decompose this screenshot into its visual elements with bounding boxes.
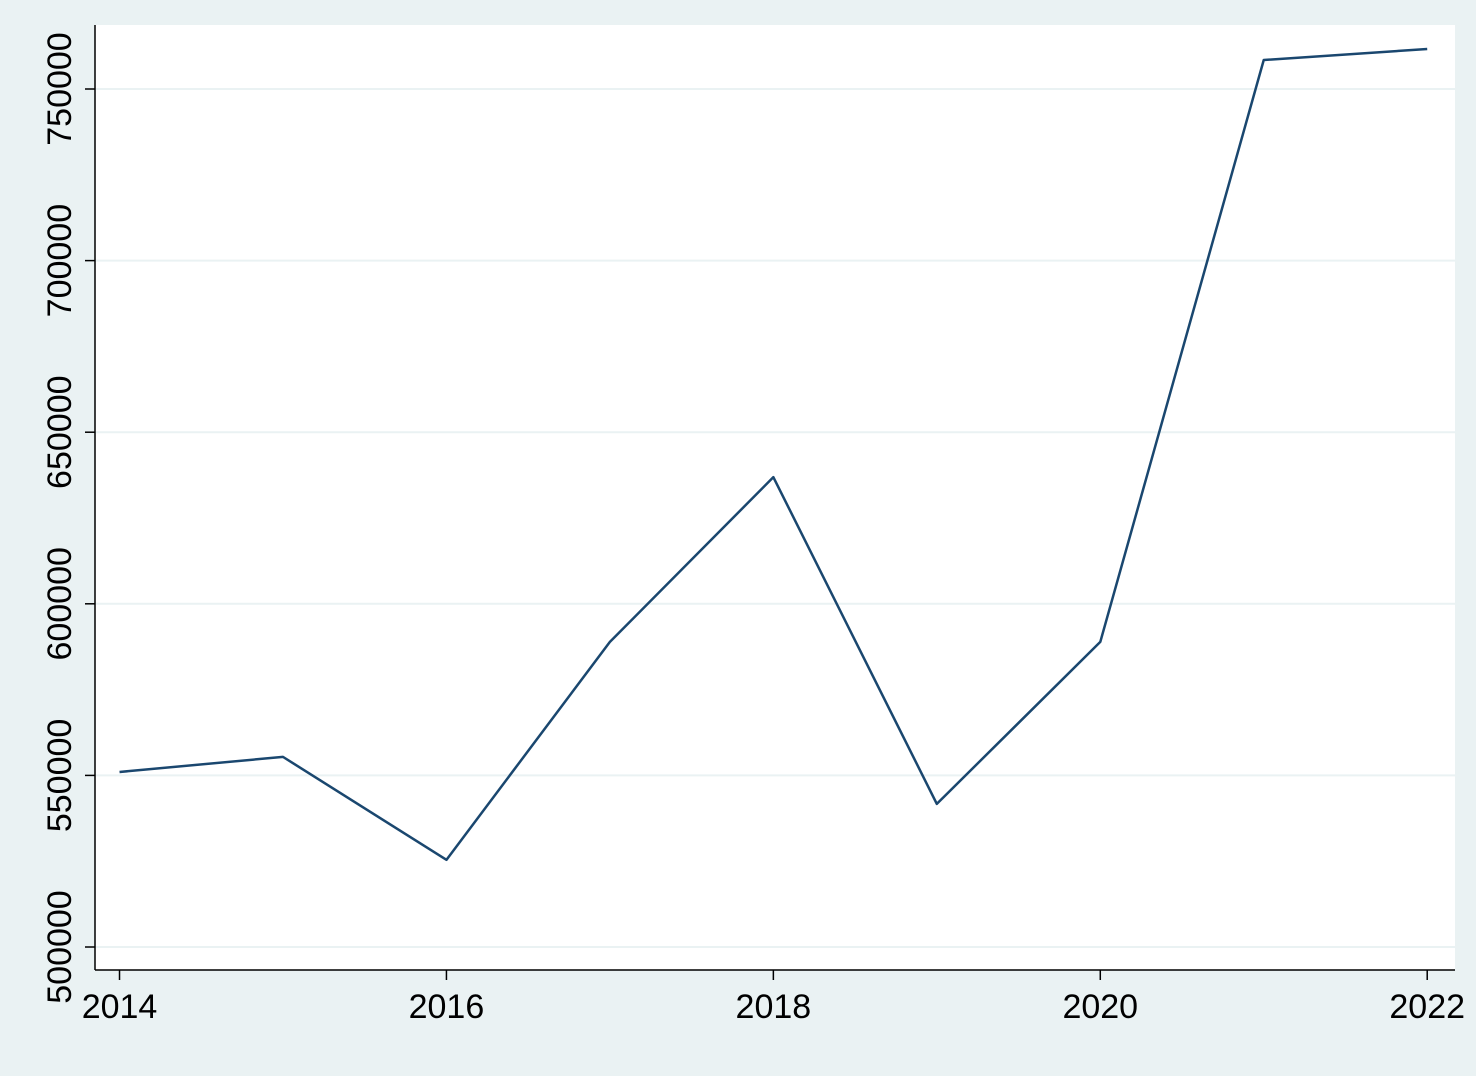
- x-tick-label: 2016: [409, 988, 485, 1026]
- x-tick-label: 2018: [736, 988, 812, 1026]
- y-tick-label: 500000: [41, 890, 79, 1003]
- x-tick-label: 2014: [82, 988, 158, 1026]
- y-tick-label: 600000: [41, 547, 79, 660]
- y-tick-label: 550000: [41, 719, 79, 832]
- x-tick-label: 2022: [1389, 988, 1465, 1026]
- data-line: [119, 47, 1428, 862]
- y-tick-label: 650000: [41, 375, 79, 488]
- y-tick-label: 700000: [41, 204, 79, 317]
- plot-area: [95, 25, 1455, 970]
- x-tick-label: 2020: [1062, 988, 1138, 1026]
- y-tick-label: 750000: [41, 32, 79, 145]
